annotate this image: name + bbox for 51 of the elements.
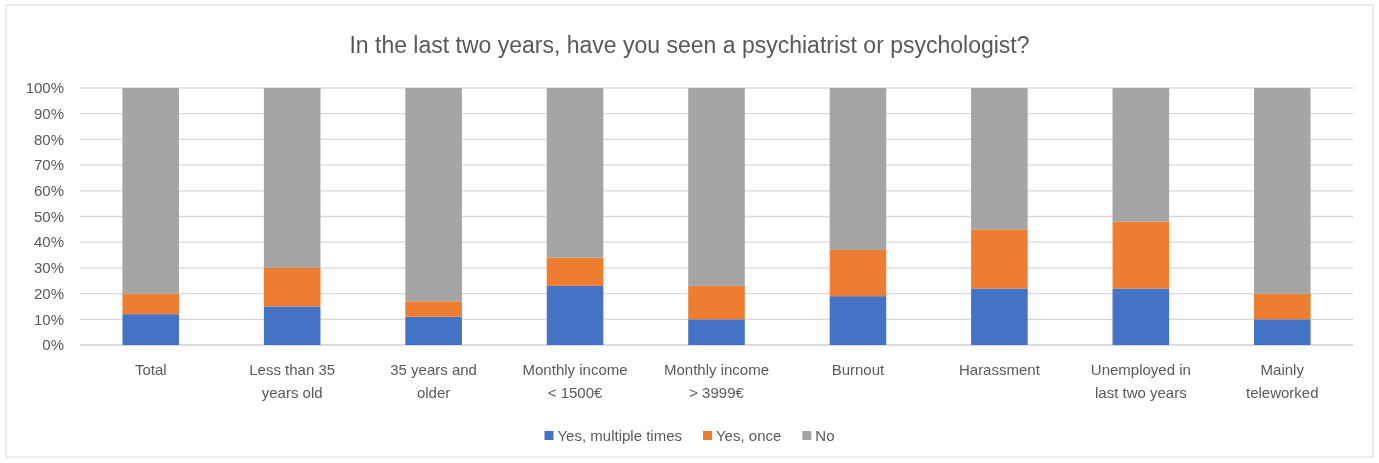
x-tick-label: Monthly income < 1500€	[522, 361, 628, 401]
x-tick-label: Harassment	[958, 361, 1041, 378]
bar	[1253, 293, 1311, 320]
bar	[1253, 88, 1311, 294]
bar	[122, 314, 180, 345]
y-tick-label: 0%	[42, 336, 64, 354]
y-tick-label: 30%	[33, 259, 64, 277]
bar	[829, 296, 887, 345]
y-tick-label: 40%	[33, 233, 64, 251]
bar	[971, 229, 1028, 289]
bar	[688, 285, 745, 320]
y-tick-label: 20%	[33, 284, 64, 302]
bar	[122, 293, 180, 315]
y-tick-label: 50%	[33, 207, 64, 225]
x-tick-label: 35 years and older	[390, 361, 477, 401]
bar	[546, 285, 604, 345]
bar	[1253, 319, 1311, 345]
bar	[1112, 88, 1170, 222]
x-tick-label: Mainly teleworked	[1246, 361, 1319, 401]
bar	[405, 316, 462, 345]
bar	[829, 249, 887, 297]
bar	[263, 306, 321, 345]
x-tick-label: Burnout	[831, 361, 886, 378]
y-tick-label: 100%	[25, 79, 64, 97]
legend-label: Yes, once	[716, 427, 782, 445]
legend-label: No	[815, 427, 835, 445]
bar	[405, 88, 462, 302]
bar	[688, 88, 745, 286]
bar	[122, 88, 180, 294]
x-tick-label: Monthly income > 3999€	[663, 361, 770, 401]
bar	[546, 257, 604, 286]
bar	[546, 88, 604, 258]
legend-label: Yes, multiple times	[557, 427, 682, 445]
y-tick-label: 90%	[33, 104, 64, 122]
bar	[829, 88, 887, 250]
y-tick-label: 60%	[33, 182, 64, 200]
bar	[1112, 288, 1170, 345]
bar	[263, 267, 321, 307]
y-tick-label: 80%	[33, 130, 64, 148]
bar	[971, 288, 1028, 345]
y-tick-label: 10%	[33, 310, 64, 328]
x-tick-label: Total	[134, 361, 167, 378]
bar	[1112, 221, 1170, 289]
chart-title: In the last two years, have you seen a psychiatrist or psychologist?	[349, 32, 1030, 58]
y-tick-label: 70%	[33, 156, 64, 174]
bar	[263, 88, 321, 268]
x-tick-label: Less than 35 years old	[249, 361, 336, 401]
bar	[405, 301, 462, 317]
bar	[688, 319, 745, 345]
x-tick-label: Unemployed in last two years	[1090, 361, 1191, 401]
bar	[971, 88, 1028, 230]
